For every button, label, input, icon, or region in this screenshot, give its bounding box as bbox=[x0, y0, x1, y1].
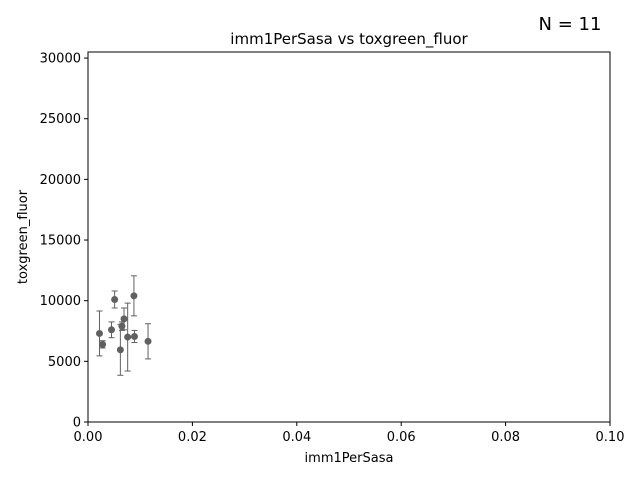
data-point bbox=[107, 326, 115, 334]
y-tick-label: 25000 bbox=[40, 112, 81, 127]
y-axis: 0 5000 10000 15000 20000 25000 30000 bbox=[40, 52, 88, 431]
data-point bbox=[130, 292, 138, 300]
data-point bbox=[124, 333, 132, 341]
y-tick-label: 15000 bbox=[40, 234, 81, 249]
y-tick-label: 0 bbox=[73, 416, 81, 431]
y-tick-label: 5000 bbox=[48, 355, 81, 370]
y-axis-label: toxgreen_fluor bbox=[16, 189, 31, 284]
x-axis: 0.00 0.02 0.04 0.06 0.08 0.10 bbox=[74, 422, 625, 445]
y-tick-label: 30000 bbox=[40, 52, 81, 67]
x-tick-label: 0.06 bbox=[387, 430, 416, 445]
data-point bbox=[130, 332, 138, 340]
x-axis-label: imm1PerSasa bbox=[305, 451, 394, 466]
data-point bbox=[95, 329, 103, 337]
data-point bbox=[99, 340, 107, 348]
data-point bbox=[111, 295, 119, 303]
x-tick-label: 0.02 bbox=[178, 430, 207, 445]
plot-frame bbox=[87, 51, 611, 423]
x-tick-label: 0.08 bbox=[491, 430, 520, 445]
x-tick-label: 0.00 bbox=[74, 430, 103, 445]
y-tick-label: 20000 bbox=[40, 173, 81, 188]
n-count-annotation: N = 11 bbox=[539, 14, 602, 35]
data-points bbox=[95, 275, 152, 376]
x-tick-label: 0.04 bbox=[282, 430, 311, 445]
y-tick-label: 10000 bbox=[40, 294, 81, 309]
chart-title: imm1PerSasa vs toxgreen_fluor bbox=[230, 30, 468, 49]
data-point bbox=[120, 315, 128, 323]
x-tick-label: 0.10 bbox=[596, 430, 625, 445]
data-point bbox=[144, 337, 152, 345]
data-point bbox=[116, 346, 124, 354]
